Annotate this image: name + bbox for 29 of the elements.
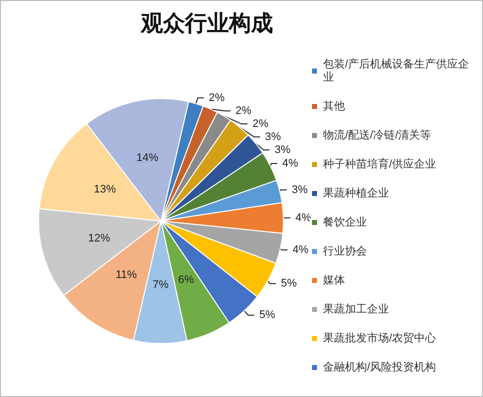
data-label: 2% bbox=[235, 104, 252, 117]
legend-label: 种子种苗培育/供应企业 bbox=[323, 158, 436, 170]
data-label: 6% bbox=[178, 274, 194, 286]
legend-label: 金融机构/风险投资机构 bbox=[323, 362, 436, 374]
legend-label: 包装/产后机械设备生产供应企业 bbox=[323, 58, 470, 84]
data-label: 3% bbox=[292, 184, 308, 196]
data-label: 4% bbox=[282, 157, 298, 170]
data-label: 3% bbox=[274, 144, 291, 156]
legend-label: 果蔬批发市场/农贸中心 bbox=[323, 332, 436, 344]
data-label: 14% bbox=[136, 152, 159, 164]
data-label: 5% bbox=[280, 278, 297, 290]
legend-label: 餐饮企业 bbox=[323, 216, 367, 228]
data-label: 5% bbox=[259, 309, 276, 322]
data-label: 4% bbox=[295, 212, 312, 224]
chart-title: 观众行业构成 bbox=[140, 10, 273, 36]
data-label: 3% bbox=[265, 130, 282, 143]
legend-label: 果蔬种植企业 bbox=[323, 186, 389, 200]
data-label: 12% bbox=[88, 232, 110, 244]
data-label: 11% bbox=[116, 268, 138, 281]
legend-label: 其他 bbox=[323, 100, 345, 112]
legend-label: 行业协会 bbox=[323, 244, 367, 258]
data-label: 13% bbox=[94, 184, 116, 196]
data-label: 2% bbox=[208, 92, 225, 104]
data-label: 2% bbox=[252, 118, 269, 130]
legend-label: 果蔬加工企业 bbox=[323, 302, 389, 316]
legend-label: 媒体 bbox=[323, 274, 345, 286]
legend-label: 物流/配送/冷链/清关等 bbox=[323, 128, 432, 142]
data-label: 7% bbox=[152, 279, 169, 292]
data-label: 4% bbox=[292, 244, 309, 256]
